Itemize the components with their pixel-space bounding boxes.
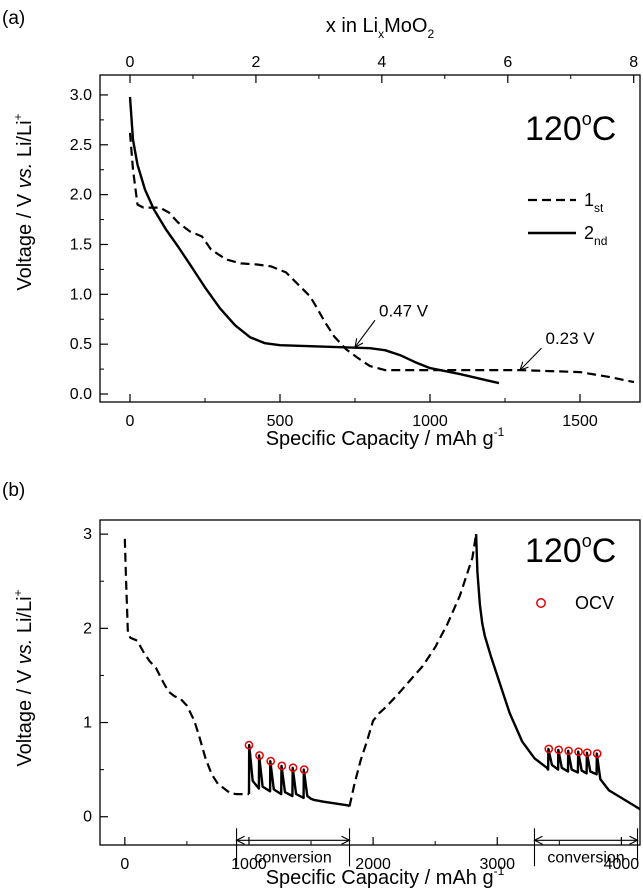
annotation-arrow-head: [354, 338, 364, 349]
annotation-label: 0.47 V: [379, 301, 429, 320]
panel-a-label: (a): [2, 8, 25, 29]
panel-a-series-line-1: [128, 132, 635, 384]
ocv-marker: [582, 748, 592, 758]
panel-b-y-tick-label: 0: [83, 809, 92, 826]
region-arrow-left: [235, 835, 245, 845]
panel-a-x-tick-label: 500: [267, 413, 294, 430]
panel-a-y-tick-label: 3.0: [70, 87, 92, 104]
conversion-region-label: conversion: [254, 849, 331, 866]
panel-a-series-line-2: [128, 96, 500, 385]
annotation-arrow-line: [519, 347, 542, 371]
top-axis-tick-label: 6: [503, 54, 512, 71]
panel-b-x-tick-label: 1000: [231, 856, 267, 873]
panel-b-series: [123, 533, 641, 811]
panel-b-x-tick-labels: 0 1000 2000 3000 4000: [120, 856, 639, 873]
panel-b-y-tick-label: 1: [83, 715, 92, 732]
ocv-marker: [266, 756, 276, 766]
panel-b-x-tick-label: 2000: [355, 856, 391, 873]
ocv-marker: [277, 761, 287, 771]
panel-a-x-tick-label: 1500: [562, 413, 598, 430]
panel-a-y-tick-label: 2.0: [70, 187, 92, 204]
panel-a-x-tick-label: 1000: [412, 413, 448, 430]
annotation-label: 0.23 V: [546, 329, 596, 348]
top-axis-tick-label: 2: [251, 54, 260, 71]
panel-b-conversion-regions: conversion conversion: [235, 828, 639, 867]
ocv-marker: [554, 745, 564, 755]
region-arrow-right: [629, 835, 639, 845]
ocv-marker: [564, 746, 573, 756]
top-axis-tick-labels: 0 2 4 6 8: [126, 54, 639, 71]
panel-b-series-line-4: [474, 534, 641, 811]
annotation-arrow-head: [519, 361, 529, 371]
legend-label-first-cycle: 1st: [584, 190, 604, 215]
panel-b-ticks: [100, 533, 622, 845]
legend-label-ocv: OCV: [575, 593, 614, 613]
region-arrow-right: [341, 835, 351, 845]
panel-a-x-axis-title: Specific Capacity / mAh g-1: [266, 425, 505, 450]
panel-a-y-tick-labels: 0.0 0.5 1.0 1.5 2.0 2.5 3.0: [70, 87, 92, 403]
legend-label-second-cycle: 2nd: [584, 223, 607, 248]
top-axis-tick-label: 8: [629, 54, 638, 71]
top-axis-tick-label: 0: [126, 54, 135, 71]
panel-b-series-line-2: [247, 743, 351, 808]
panel-b-series-line-3: [348, 533, 478, 807]
conversion-region-label: conversion: [547, 849, 624, 866]
panel-b-label: (b): [2, 480, 25, 501]
panel-a-y-tick-label: 1.0: [70, 286, 92, 303]
ocv-marker: [574, 747, 583, 757]
panel-b-y-axis-title: Voltage / V vs. Li/Li+: [11, 589, 36, 766]
panel-b-y-tick-label: 2: [83, 620, 92, 637]
panel-b-legend: OCV: [536, 593, 614, 613]
panel-b-x-tick-label: 0: [120, 856, 129, 873]
panel-b-y-tick-labels: 0 1 2 3: [83, 526, 92, 826]
panel-b-plot-frame: [99, 519, 641, 846]
panel-b-x-tick-label: 3000: [479, 856, 515, 873]
ocv-marker: [299, 765, 309, 774]
annotation-arrow-line: [354, 319, 376, 348]
panel-b-ocv-markers: [244, 740, 602, 774]
panel-a-x-tick-labels: 0 500 1000 1500: [126, 413, 598, 430]
ocv-marker: [244, 740, 254, 750]
panel-a-x-tick-label: 0: [126, 413, 135, 430]
top-axis-title: x in LixMoO2: [326, 15, 435, 41]
top-axis-tick-label: 4: [377, 54, 386, 71]
legend-ocv-marker: [536, 598, 546, 608]
ocv-marker: [592, 749, 602, 758]
panel-b-x-tick-label: 4000: [604, 856, 640, 873]
ocv-marker: [544, 744, 554, 754]
ocv-marker: [288, 763, 298, 773]
panel-a-y-tick-label: 0.0: [70, 386, 92, 403]
panel-b-x-axis-title: Specific Capacity / mAh g-1: [266, 864, 505, 889]
panel-b-y-tick-label: 3: [83, 526, 92, 543]
panel-a-y-tick-label: 1.5: [70, 236, 92, 253]
panel-a-ticks: [100, 75, 635, 402]
panel-a-y-tick-label: 0.5: [70, 336, 92, 353]
panel-a-temperature-label: 120oC: [525, 109, 616, 148]
region-arrow-left: [533, 835, 543, 845]
panel-a-plot-frame: [99, 74, 641, 403]
panel-b-temperature-label: 120oC: [525, 531, 616, 570]
panel-a-legend: 1st 2nd: [528, 190, 607, 248]
ocv-marker: [255, 751, 264, 760]
panel-a-y-axis-title: Voltage / V vs. Li/Li+: [11, 113, 36, 290]
panel-a-series: [128, 96, 635, 385]
panel-b-series-line-1: [123, 538, 249, 796]
panel-a-annotations: 0.47 V 0.23 V: [354, 301, 596, 371]
panel-a-y-tick-label: 2.5: [70, 137, 92, 154]
